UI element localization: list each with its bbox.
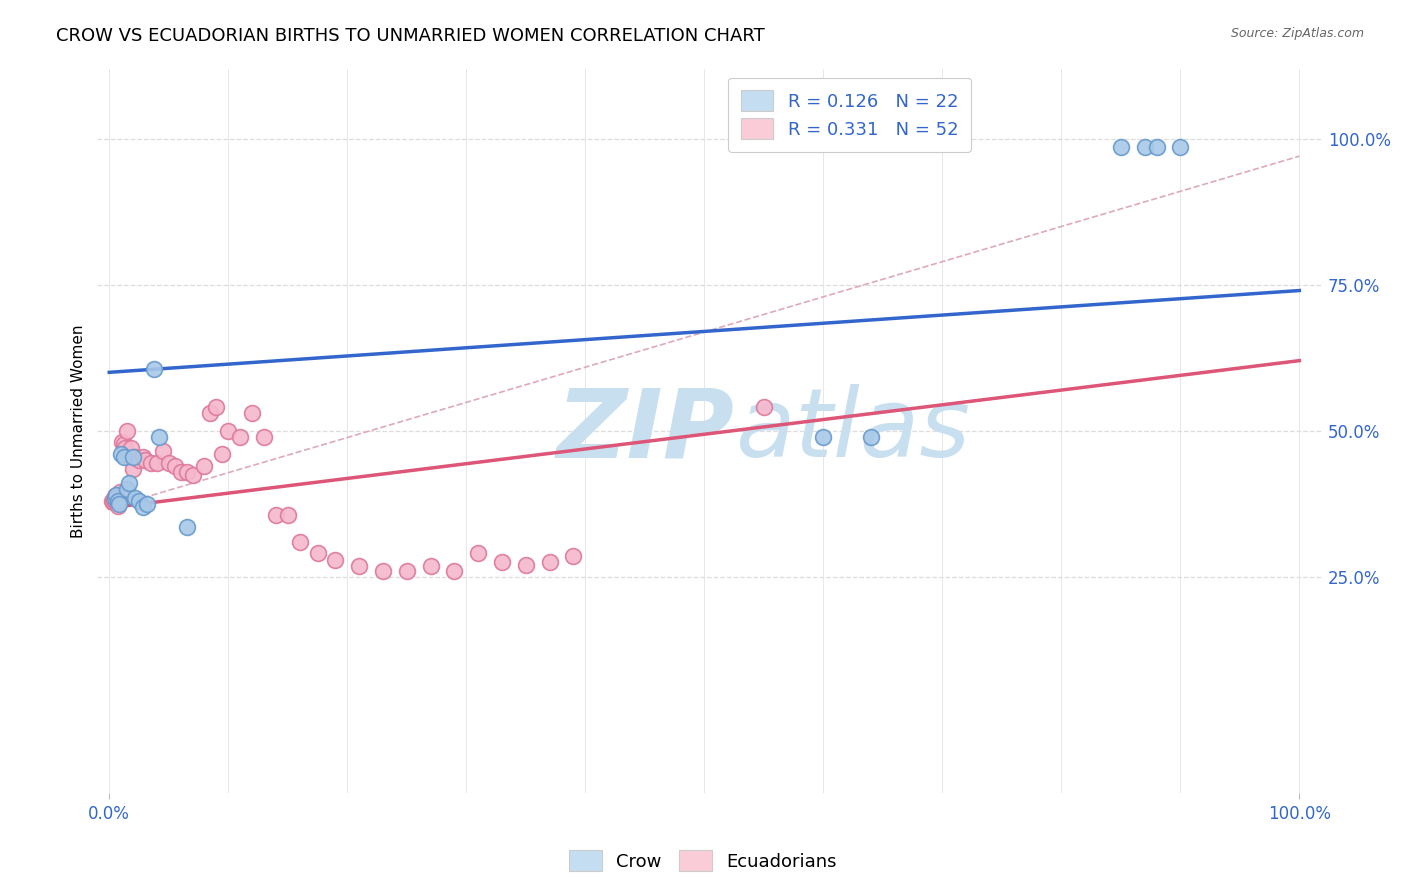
Point (110, 447, 132, 461)
Point (124, 450, 146, 464)
Point (217, 424, 239, 438)
Point (200, 406, 222, 420)
Point (111, 435, 134, 450)
Point (562, 549, 585, 564)
Point (240, 406, 263, 420)
Legend: R = 0.126   N = 22, R = 0.331   N = 52: R = 0.126 N = 22, R = 0.331 N = 52 (728, 78, 972, 152)
Point (120, 442, 142, 456)
Point (107, 494, 129, 508)
Point (105, 496, 128, 510)
Text: atlas: atlas (735, 384, 970, 477)
Point (1133, 140, 1156, 154)
Point (124, 491, 146, 505)
Point (108, 485, 131, 500)
Point (136, 497, 159, 511)
Point (110, 491, 132, 505)
Point (467, 546, 489, 560)
Point (277, 508, 299, 523)
Point (107, 497, 129, 511)
Point (114, 442, 136, 456)
Point (515, 558, 537, 573)
Point (118, 450, 141, 464)
Point (307, 546, 329, 560)
Point (264, 508, 287, 523)
Point (211, 447, 233, 461)
Point (152, 444, 174, 458)
Point (538, 555, 561, 569)
Point (181, 467, 204, 482)
Point (288, 534, 311, 549)
Point (193, 458, 215, 473)
Point (101, 495, 124, 509)
Point (112, 436, 135, 450)
Point (176, 520, 198, 534)
Point (229, 429, 252, 443)
Point (107, 499, 129, 513)
Point (859, 429, 882, 443)
Point (103, 492, 125, 507)
Point (163, 458, 186, 473)
Point (325, 553, 347, 567)
Point (122, 461, 145, 475)
Point (1168, 140, 1191, 154)
Point (169, 465, 191, 479)
Point (176, 465, 198, 479)
Point (115, 424, 138, 438)
Legend: Crow, Ecuadorians: Crow, Ecuadorians (562, 843, 844, 879)
Point (112, 450, 135, 464)
Point (146, 456, 169, 470)
Point (122, 450, 145, 464)
Point (371, 564, 394, 578)
Point (157, 456, 180, 470)
Point (131, 450, 153, 464)
Point (443, 564, 465, 578)
Point (104, 489, 127, 503)
Point (253, 429, 276, 443)
Point (107, 492, 129, 507)
Point (100, 494, 122, 508)
Point (752, 401, 775, 415)
Y-axis label: Births to Unmarried Women: Births to Unmarried Women (72, 324, 86, 538)
Point (134, 453, 156, 467)
Point (148, 429, 170, 443)
Point (104, 491, 127, 505)
Point (131, 500, 153, 514)
Text: CROW VS ECUADORIAN BIRTHS TO UNMARRIED WOMEN CORRELATION CHART: CROW VS ECUADORIAN BIRTHS TO UNMARRIED W… (56, 27, 765, 45)
Point (205, 401, 228, 415)
Point (1146, 140, 1168, 154)
Point (347, 559, 370, 574)
Point (128, 453, 150, 467)
Text: ZIP: ZIP (557, 384, 735, 477)
Point (105, 488, 128, 502)
Point (395, 564, 418, 578)
Point (143, 362, 166, 376)
Point (491, 555, 513, 569)
Point (139, 456, 162, 470)
Point (118, 476, 141, 491)
Point (115, 482, 138, 496)
Text: Source: ZipAtlas.com: Source: ZipAtlas.com (1230, 27, 1364, 40)
Point (419, 559, 441, 574)
Point (1109, 140, 1132, 154)
Point (128, 494, 150, 508)
Point (813, 429, 835, 443)
